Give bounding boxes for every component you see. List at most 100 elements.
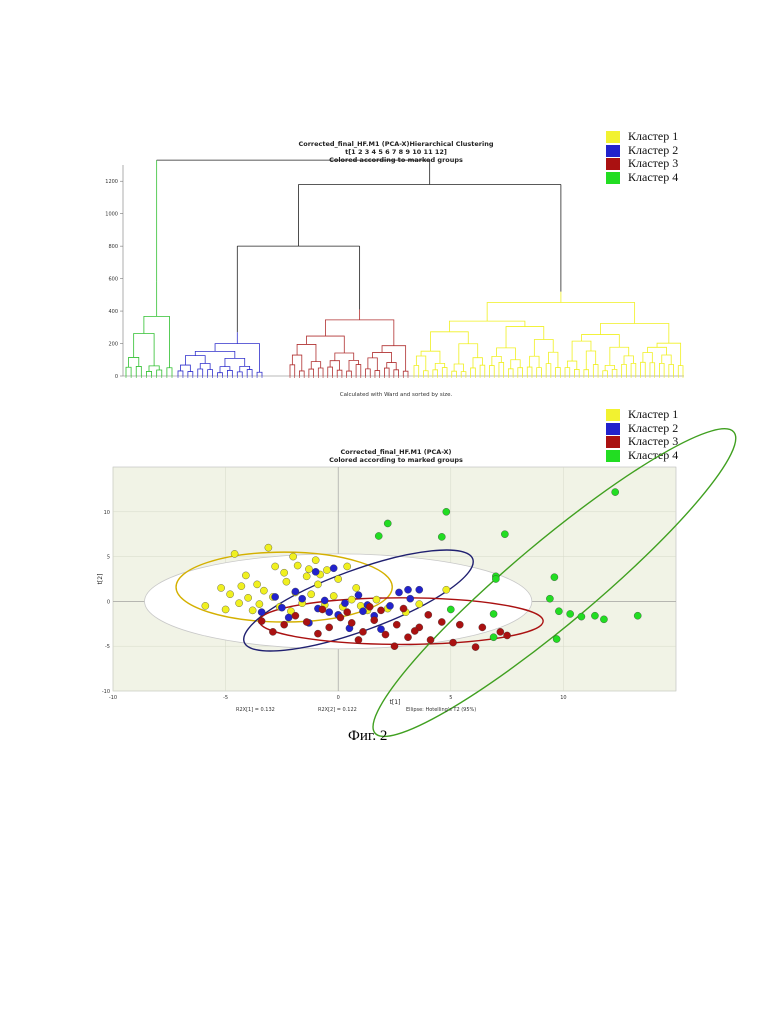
data-point (497, 628, 504, 635)
x-axis-label: t[1] (390, 699, 401, 706)
data-point (314, 630, 321, 637)
data-point (377, 607, 384, 614)
x-tick-label: 5 (449, 695, 452, 701)
data-point (443, 508, 450, 515)
data-point (292, 588, 299, 595)
data-point (551, 574, 558, 581)
data-point (438, 618, 445, 625)
data-point (202, 602, 209, 609)
data-point (479, 624, 486, 631)
y-tick-label: 0 (107, 599, 110, 605)
data-point (373, 596, 380, 603)
y-axis-label: t[2] (97, 574, 104, 585)
data-point (222, 606, 229, 613)
data-point (634, 612, 641, 619)
data-point (553, 635, 560, 642)
data-point (312, 557, 319, 564)
data-point (305, 566, 312, 573)
data-point (400, 605, 407, 612)
data-point (258, 609, 265, 616)
data-point (341, 600, 348, 607)
data-point (456, 621, 463, 628)
scatter-title: Corrected_final_HF.M1 (PCA-X) (341, 448, 452, 456)
data-point (416, 586, 423, 593)
figure-caption: Фиг. 2 (348, 728, 387, 745)
data-point (330, 592, 337, 599)
x-tick-label: -10 (109, 695, 117, 701)
data-point (238, 583, 245, 590)
data-point (382, 631, 389, 638)
data-point (427, 636, 434, 643)
data-point (355, 592, 362, 599)
r2x-2-label: R2X[2] = 0.122 (318, 707, 357, 713)
data-point (416, 600, 423, 607)
data-point (265, 544, 272, 551)
data-point (355, 636, 362, 643)
data-point (242, 572, 249, 579)
data-point (269, 628, 276, 635)
data-point (391, 643, 398, 650)
data-point (591, 612, 598, 619)
y-tick-label: 5 (107, 555, 110, 561)
data-point (344, 563, 351, 570)
data-point (404, 634, 411, 641)
data-point (283, 578, 290, 585)
data-point (395, 589, 402, 596)
data-point (567, 610, 574, 617)
data-point (407, 595, 414, 602)
data-point (272, 593, 279, 600)
scatter-subtitle: Colored according to marked groups (329, 456, 463, 464)
r2x-1-label: R2X[1] = 0.132 (236, 707, 275, 713)
data-point (312, 568, 319, 575)
data-point (281, 569, 288, 576)
data-point (501, 531, 508, 538)
data-point (308, 591, 315, 598)
data-point (294, 562, 301, 569)
data-point (492, 575, 499, 582)
data-point (366, 603, 373, 610)
data-point (326, 609, 333, 616)
data-point (425, 611, 432, 618)
data-point (393, 621, 400, 628)
data-point (337, 614, 344, 621)
data-point (256, 600, 263, 607)
ellipse-note: Ellipse: Hotelling's T2 (95%) (406, 707, 476, 713)
data-point (303, 573, 310, 580)
data-point (612, 488, 619, 495)
data-point (323, 566, 330, 573)
data-point (314, 581, 321, 588)
x-tick-label: 0 (337, 695, 340, 701)
data-point (290, 553, 297, 560)
data-point (490, 634, 497, 641)
data-point (258, 618, 265, 625)
data-point (303, 618, 310, 625)
data-point (578, 613, 585, 620)
data-point (438, 533, 445, 540)
data-point (344, 609, 351, 616)
data-point (359, 608, 366, 615)
data-point (272, 563, 279, 570)
data-point (447, 606, 454, 613)
data-point (227, 591, 234, 598)
data-point (330, 565, 337, 572)
data-point (490, 610, 497, 617)
x-tick-label: 10 (560, 695, 566, 701)
y-tick-label: -10 (102, 689, 110, 695)
data-point (299, 595, 306, 602)
data-point (472, 643, 479, 650)
data-point (404, 586, 411, 593)
data-point (281, 621, 288, 628)
y-tick-label: 10 (104, 510, 110, 516)
data-point (254, 581, 261, 588)
data-point (321, 597, 328, 604)
data-point (449, 639, 456, 646)
data-point (504, 632, 511, 639)
data-point (348, 596, 355, 603)
x-tick-label: -5 (223, 695, 228, 701)
data-point (249, 607, 256, 614)
data-point (371, 617, 378, 624)
data-point (353, 584, 360, 591)
data-point (319, 606, 326, 613)
data-point (217, 584, 224, 591)
